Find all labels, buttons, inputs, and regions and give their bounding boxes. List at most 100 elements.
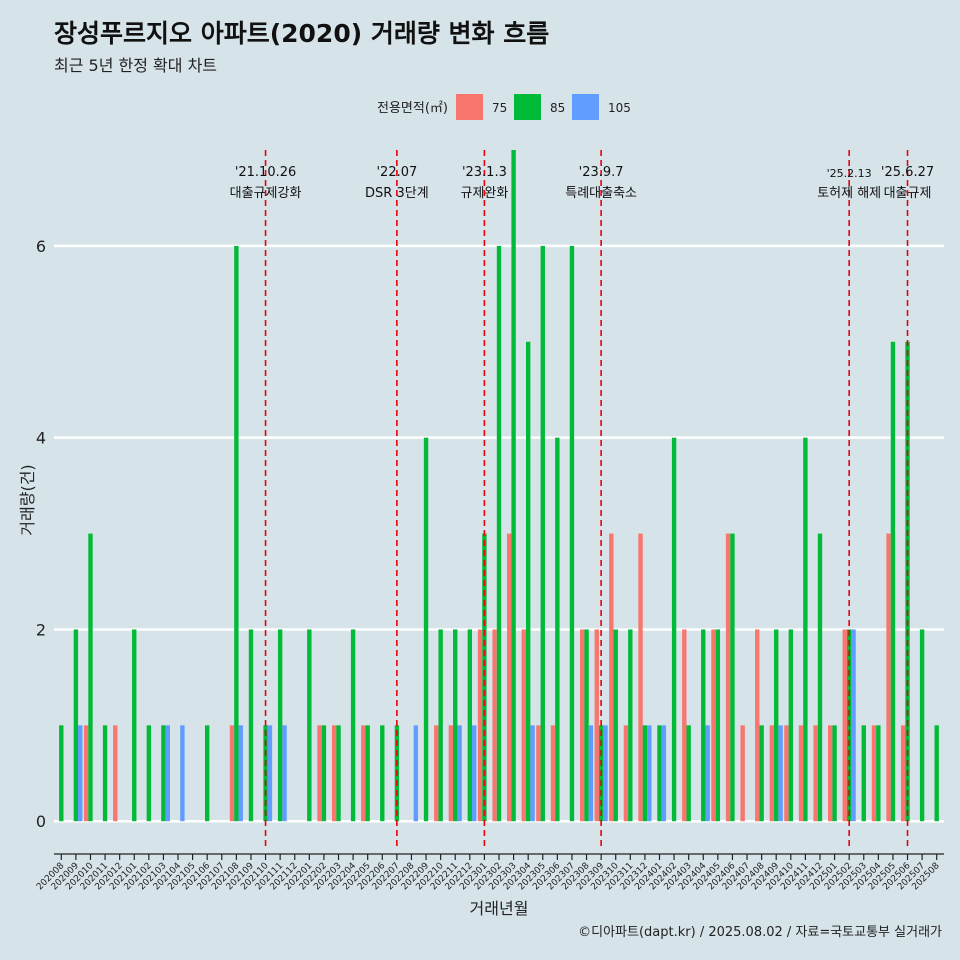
bar-85-202303 — [511, 150, 516, 822]
bar-75-202410 — [784, 725, 789, 822]
annotation-date: '22.07 — [376, 165, 417, 180]
bar-75-202504 — [871, 725, 877, 822]
annotation-date: '23.1.3 — [462, 165, 507, 180]
bar-85-202204 — [350, 629, 356, 822]
bar-75-202405 — [711, 629, 716, 822]
bar-75-202202 — [317, 725, 322, 822]
bar-105-202308 — [588, 725, 594, 822]
annotation-label: 대출규제 — [884, 186, 932, 201]
bar-105-202304 — [530, 725, 535, 822]
y-tick-label: 0 — [36, 812, 46, 831]
y-tick-label: 2 — [36, 620, 46, 639]
source-caption: ©디아파트(dapt.kr) / 2025.08.02 / 자료=국토교통부 실… — [578, 925, 942, 940]
bar-75-202306 — [550, 725, 556, 822]
chart-title: 장성푸르지오 아파트(2020) 거래량 변화 흐름 — [54, 19, 550, 48]
bar-85-202311 — [628, 629, 633, 822]
annotation-date: '25.2.13 — [827, 167, 872, 180]
annotation-label: DSR 3단계 — [365, 186, 429, 201]
bar-105-202208 — [413, 725, 419, 822]
bar-85-202209 — [423, 437, 429, 822]
bar-85-202507 — [919, 629, 925, 822]
bar-75-202412 — [813, 725, 818, 822]
bar-85-202201 — [307, 629, 312, 822]
bar-85-202307 — [569, 245, 575, 822]
bar-85-202011 — [102, 725, 108, 822]
bar-85-202305 — [540, 245, 545, 822]
bar-75-202302 — [492, 629, 497, 822]
legend-swatch-85 — [514, 94, 541, 120]
bar-75-202108 — [229, 725, 235, 822]
bars — [59, 150, 939, 822]
bar-105-202103 — [165, 725, 170, 822]
bar-75-202406 — [725, 533, 731, 822]
bar-75-202407 — [740, 725, 745, 822]
bar-75-202303 — [507, 533, 512, 822]
bar-105-202108 — [238, 725, 243, 822]
bar-85-202310 — [613, 629, 618, 822]
bar-85-202411 — [803, 437, 808, 822]
bar-75-202409 — [769, 725, 775, 822]
bar-85-202505 — [890, 341, 896, 822]
bar-85-202301 — [482, 533, 487, 822]
bar-105-202111 — [282, 725, 287, 822]
bar-85-202212 — [467, 629, 473, 822]
bar-75-202203 — [331, 725, 337, 822]
bar-75-202308 — [579, 629, 585, 822]
bar-85-202203 — [336, 725, 341, 822]
bar-85-202409 — [774, 629, 779, 822]
annotation-label: 토허제 해제 — [817, 186, 881, 201]
bar-75-202311 — [623, 725, 629, 822]
bar-85-202508 — [934, 725, 939, 822]
bar-75-202403 — [682, 629, 687, 822]
annotation-date: '23.9.7 — [579, 165, 624, 180]
legend-label-105: 105 — [608, 101, 631, 115]
bar-85-202405 — [715, 629, 721, 822]
bar-85-202306 — [555, 437, 560, 822]
bar-85-202501 — [832, 725, 837, 822]
legend-label-85: 85 — [550, 101, 565, 115]
bar-75-202210 — [434, 725, 439, 822]
annotation-date: '21.10.26 — [235, 165, 296, 180]
bar-75-202502 — [842, 629, 847, 822]
y-axis-title: 거래량(건) — [18, 464, 37, 535]
bar-85-202103 — [161, 725, 166, 822]
bar-85-202108 — [234, 245, 239, 822]
bar-85-202109 — [248, 629, 254, 822]
bar-85-202111 — [277, 629, 283, 822]
bar-75-202501 — [828, 725, 833, 822]
bar-105-202401 — [661, 725, 667, 822]
bar-85-202404 — [701, 629, 706, 822]
bar-105-202312 — [647, 725, 652, 822]
bar-75-202505 — [886, 533, 891, 822]
bar-75-202506 — [900, 725, 906, 822]
legend-swatch-105 — [572, 94, 599, 120]
annotation-label: 대출규제강화 — [230, 186, 302, 201]
bar-75-202012 — [113, 725, 118, 822]
bar-85-202008 — [59, 725, 64, 822]
bar-75-202312 — [638, 533, 643, 822]
bar-105-202409 — [778, 725, 783, 822]
bar-85-202503 — [861, 725, 866, 822]
bar-85-202211 — [453, 629, 458, 822]
bar-85-202408 — [759, 725, 764, 822]
bar-75-202211 — [448, 725, 454, 822]
bar-85-202102 — [146, 725, 152, 822]
bar-85-202009 — [73, 629, 79, 822]
legend-title: 전용면적(㎡) — [377, 101, 448, 116]
annotation-date: '25.6.27 — [881, 165, 934, 180]
bar-85-202412 — [817, 533, 823, 822]
bar-85-202504 — [876, 725, 881, 822]
bar-85-202206 — [380, 725, 385, 822]
bar-105-202309 — [603, 725, 608, 822]
bar-85-202210 — [438, 629, 443, 822]
bar-105-202104 — [180, 725, 185, 822]
bar-105-202404 — [705, 725, 710, 822]
bar-85-202401 — [657, 725, 662, 822]
bar-105-202502 — [851, 629, 856, 822]
legend: 전용면적(㎡) 75 85 105 — [377, 94, 631, 120]
bar-75-202010 — [83, 725, 89, 822]
y-tick-label: 6 — [36, 237, 46, 256]
bar-85-202402 — [671, 437, 677, 822]
